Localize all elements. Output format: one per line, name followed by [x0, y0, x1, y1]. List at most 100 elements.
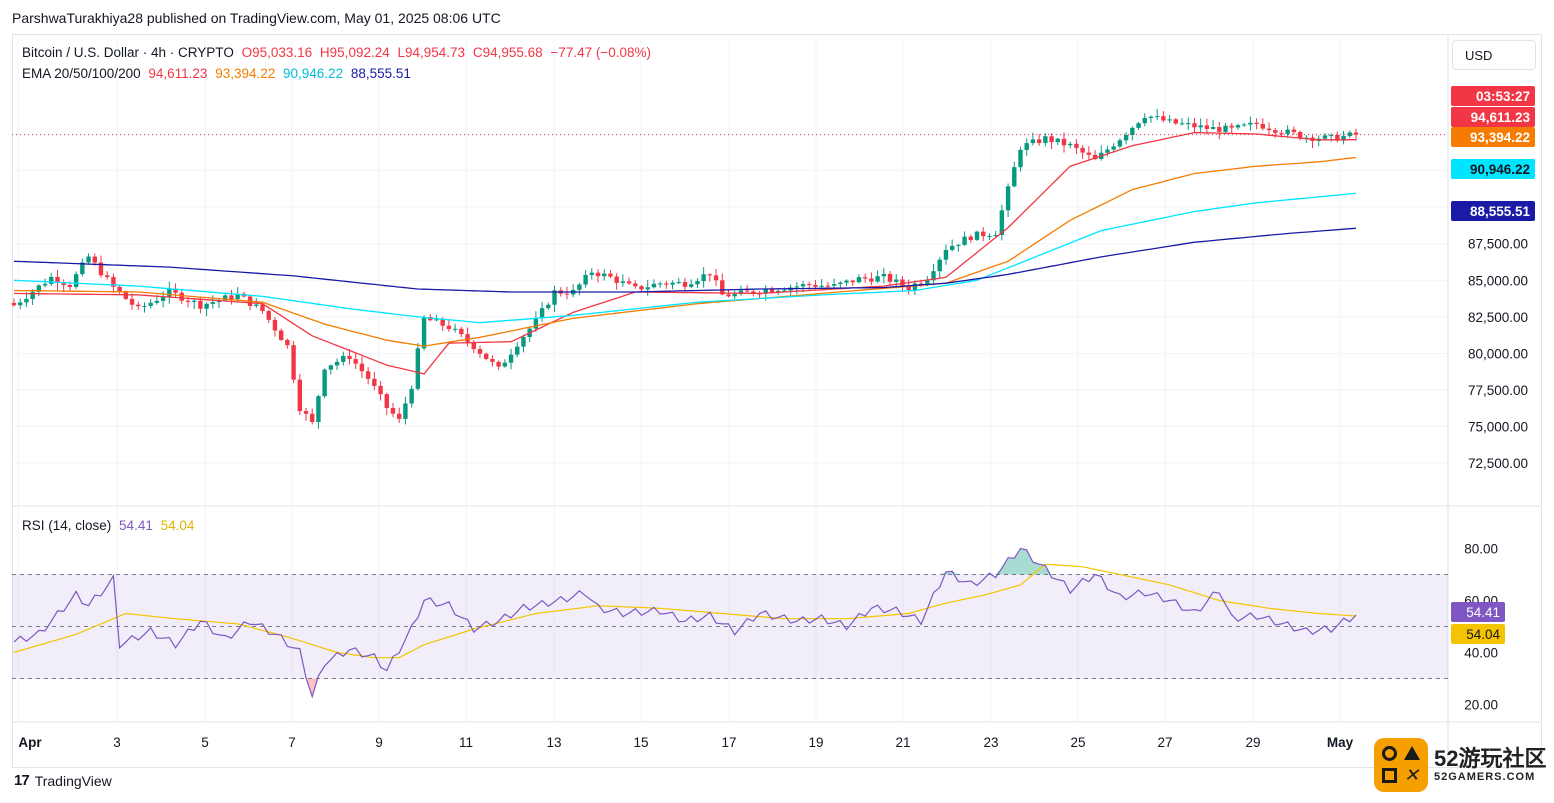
watermark-url: 52GAMERS.COM	[1434, 771, 1536, 783]
candle-body	[49, 276, 54, 284]
candle-body	[974, 231, 980, 240]
candle-body	[421, 316, 427, 349]
candle-body	[931, 271, 936, 281]
candle-body	[278, 330, 284, 340]
candle-body	[912, 283, 918, 290]
candle-body	[1291, 129, 1297, 133]
candle-body	[415, 348, 421, 389]
candle-body	[1092, 154, 1098, 159]
candle-body	[254, 304, 259, 306]
candle-body	[825, 285, 831, 287]
candle-body	[999, 210, 1005, 235]
candle-body	[1223, 125, 1228, 132]
candle-body	[297, 379, 302, 412]
watermark: ✕ 52游玩社区 52GAMERS.COM	[1374, 738, 1546, 792]
candle-body	[813, 284, 818, 287]
candle-body	[1130, 127, 1135, 135]
candle-body	[1080, 147, 1085, 153]
candle-body	[1341, 135, 1346, 141]
candle-body	[633, 283, 638, 287]
candle-body	[670, 282, 675, 285]
candle-body	[1043, 136, 1048, 143]
candle-body	[98, 262, 104, 276]
candle-body	[55, 276, 60, 284]
candle-body	[726, 294, 731, 297]
candle-body	[104, 275, 110, 278]
price-badge-label: 94,611.23	[1471, 110, 1531, 125]
ema-line-ema50	[13, 156, 1357, 347]
tradingview-logo-icon[interactable]: 17	[14, 772, 30, 789]
candle-body	[409, 388, 414, 404]
footer: 17 TradingView	[14, 772, 112, 789]
candle-body	[496, 361, 501, 367]
candle-body	[1068, 143, 1073, 146]
candle-body	[639, 286, 644, 290]
candle-body	[1167, 119, 1172, 121]
candle-body	[446, 325, 452, 330]
candle-body	[583, 274, 588, 285]
candle-body	[676, 282, 681, 284]
candle-body	[807, 284, 812, 286]
candle-body	[1179, 123, 1185, 125]
ema-label[interactable]: EMA 20/50/100/200	[22, 66, 141, 81]
currency-button[interactable]: USD	[1452, 40, 1536, 70]
candle-body	[1266, 128, 1272, 131]
price-tick-label: 77,500.00	[1468, 383, 1528, 398]
watermark-text: 52游玩社区	[1434, 746, 1547, 771]
symbol-title[interactable]: Bitcoin / U.S. Dollar · 4h · CRYPTO	[22, 45, 234, 60]
candle-body	[61, 283, 66, 285]
candle-body	[925, 280, 930, 284]
candle-body	[1204, 125, 1210, 129]
candle-body	[738, 290, 744, 294]
ohlc-high: H95,092.24	[319, 45, 390, 60]
candle-body	[459, 328, 464, 335]
candle-body	[198, 300, 203, 309]
candle-body	[266, 311, 271, 320]
candle-body	[887, 273, 893, 282]
ema-line-ema20	[13, 131, 1356, 375]
candle-body	[185, 300, 191, 302]
candle-body	[285, 339, 290, 346]
candle-body	[1123, 134, 1129, 141]
candle-body	[1018, 149, 1023, 168]
candle-body	[260, 304, 265, 312]
ema200-value: 88,555.51	[350, 66, 411, 81]
candle-body	[918, 283, 924, 285]
footer-brand[interactable]: TradingView	[34, 772, 112, 789]
candle-body	[1055, 138, 1060, 143]
symbol-legend: Bitcoin / U.S. Dollar · 4h · CRYPTO O95,…	[22, 45, 655, 60]
candle-body	[11, 302, 17, 306]
candle-body	[384, 394, 389, 408]
candle-body	[378, 385, 383, 395]
rsi-label[interactable]: RSI (14, close)	[22, 518, 112, 533]
candle-body	[490, 359, 495, 362]
candle-body	[831, 284, 837, 286]
price-badge	[1451, 159, 1535, 179]
candle-body	[1260, 123, 1266, 129]
price-badge	[1451, 201, 1535, 221]
price-badge-label: 93,394.22	[1470, 130, 1530, 145]
candle-body	[1117, 140, 1123, 147]
candle-body	[900, 279, 905, 286]
candle-body	[179, 292, 184, 301]
candle-body	[1154, 116, 1160, 118]
price-tick-label: 72,500.00	[1468, 456, 1528, 471]
candle-body	[440, 319, 445, 326]
candle-body	[322, 369, 327, 397]
candle-body	[334, 361, 340, 366]
candle-body	[154, 300, 160, 303]
candle-body	[1229, 125, 1234, 128]
candle-body	[769, 289, 775, 293]
price-badge-label: 90,946.22	[1470, 162, 1530, 177]
rsi-badge-label: 54.41	[1466, 605, 1500, 620]
candle-body	[67, 284, 73, 287]
candle-body	[1285, 129, 1290, 134]
candle-body	[775, 290, 781, 293]
candle-body	[1198, 125, 1203, 128]
candle-body	[881, 273, 887, 277]
candle-body	[521, 336, 526, 347]
price-tick-label: 87,500.00	[1468, 237, 1528, 252]
candle-body	[117, 286, 122, 292]
candle-body	[844, 280, 849, 283]
